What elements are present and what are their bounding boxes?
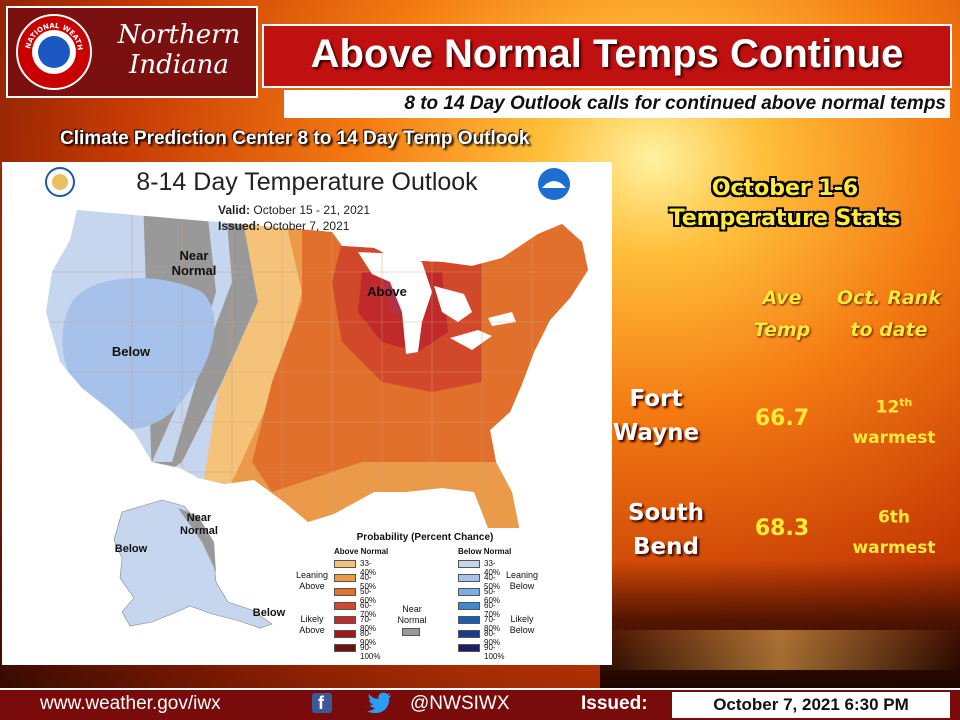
column-header-oct-rank: Oct. Rank to date: [826, 282, 952, 346]
legend-below-swatch: [458, 588, 480, 596]
probability-legend: Probability (Percent Chance) Above Norma…: [296, 528, 538, 662]
legend-above-swatch: [334, 588, 356, 596]
outlook-map-panel: 8-14 Day Temperature Outlook Valid: Octo…: [2, 162, 612, 665]
rank-south-bend: 6th warmest: [826, 498, 960, 563]
legend-above-swatch: [334, 574, 356, 582]
label-above: Above: [367, 284, 407, 299]
legend-above-swatch: [334, 630, 356, 638]
page-subtitle: 8 to 14 Day Outlook calls for continued …: [404, 93, 946, 114]
map-caption: Climate Prediction Center 8 to 14 Day Te…: [60, 128, 530, 149]
legend-near-swatch: [402, 628, 420, 636]
ave-temp-south-bend: 68.3: [754, 516, 810, 541]
twitter-handle[interactable]: @NWSIWX: [410, 693, 510, 714]
title-bar: Above Normal Temps Continue: [262, 24, 952, 88]
office-logo-box: NATIONAL WEATHER SERVICE Northern Indian…: [6, 6, 258, 98]
water-reflection: [600, 630, 960, 670]
legend-leaning-above: Leaning Above: [295, 570, 329, 591]
stats-title-line-1: October 1-6: [711, 176, 859, 201]
legend-above-range: 70-80%: [360, 615, 377, 633]
city-line-2: Wayne: [612, 420, 700, 446]
legend-near-normal: Near Normal: [397, 604, 427, 625]
legend-below-range: 33-40%: [484, 559, 501, 577]
facebook-icon[interactable]: f: [312, 693, 332, 713]
map-issued-date: Issued: October 7, 2021: [218, 219, 349, 233]
legend-below-swatch: [458, 560, 480, 568]
legend-title: Probability (Percent Chance): [356, 532, 494, 543]
website-link[interactable]: www.weather.gov/iwx: [40, 693, 221, 714]
issued-box: October 7, 2021 6:30 PM: [672, 692, 950, 718]
legend-below-range: 80-90%: [484, 629, 501, 647]
nws-seal-icon: NATIONAL WEATHER SERVICE: [16, 14, 92, 90]
legend-above-swatch: [334, 616, 356, 624]
city-line-1: South: [627, 500, 705, 526]
legend-above-range: 60-70%: [360, 601, 377, 619]
legend-above-range: 80-90%: [360, 629, 377, 647]
twitter-icon[interactable]: [366, 692, 392, 714]
rank-word: warmest: [852, 537, 936, 558]
legend-above-swatch: [334, 644, 356, 652]
legend-below-swatch: [458, 616, 480, 624]
legend-above-range: 40-50%: [360, 573, 377, 591]
map-title: 8-14 Day Temperature Outlook: [136, 168, 478, 196]
legend-above-header: Above Normal: [334, 547, 389, 556]
legend-likely-below: Likely Below: [509, 614, 535, 635]
col-ave-line-1: Ave: [762, 287, 802, 309]
region-line-1: Northern: [117, 20, 241, 50]
label-alaska-near-normal: Near Normal: [180, 512, 218, 537]
city-line-2: Bend: [633, 534, 699, 560]
legend-below-swatch: [458, 574, 480, 582]
map-issued-label: Issued:: [218, 219, 261, 233]
footer-issued-value: October 7, 2021 6:30 PM: [713, 695, 909, 714]
legend-above-range: 90-100%: [360, 643, 381, 661]
legend-above-swatch: [334, 602, 356, 610]
footer-issued-label: Issued:: [581, 693, 648, 714]
shoreline-silhouette: [600, 560, 960, 690]
label-alaska-below-west: Below: [114, 543, 148, 555]
ave-temp-fort-wayne: 66.7: [754, 406, 810, 431]
city-south-bend: South Bend: [606, 496, 726, 564]
col-rank-line-1: Oct. Rank: [837, 287, 941, 309]
valid-value: October 15 - 21, 2021: [253, 203, 371, 217]
legend-likely-above: Likely Above: [299, 614, 325, 635]
region-line-2: Indiana: [129, 50, 229, 80]
legend-below-header: Below Normal: [458, 547, 512, 556]
legend-below-range: 50-60%: [484, 587, 501, 605]
legend-below-range: 70-80%: [484, 615, 501, 633]
legend-below-range: 60-70%: [484, 601, 501, 619]
valid-label: Valid:: [218, 203, 251, 217]
map-issued-value: October 7, 2021: [263, 219, 350, 233]
label-alaska-below-south: Below: [252, 607, 286, 619]
legend-below-swatch: [458, 602, 480, 610]
legend-above-swatch: [334, 560, 356, 568]
label-below: Below: [111, 344, 151, 359]
valid-dates: Valid: October 15 - 21, 2021: [218, 203, 370, 217]
legend-leaning-below: Leaning Below: [505, 570, 539, 591]
legend-above-range: 33-40%: [360, 559, 377, 577]
legend-below-swatch: [458, 630, 480, 638]
stats-title-line-2: Temperature Stats: [669, 206, 901, 231]
city-line-1: Fort: [629, 386, 683, 412]
stats-title: October 1-6 Temperature Stats: [630, 174, 940, 234]
city-fort-wayne: Fort Wayne: [606, 382, 706, 450]
legend-above-range: 50-60%: [360, 587, 377, 605]
page-title: Above Normal Temps Continue: [310, 32, 904, 76]
label-near-normal: Near Normal: [171, 248, 217, 278]
subtitle-bar: 8 to 14 Day Outlook calls for continued …: [284, 90, 950, 118]
rank-word: warmest: [852, 427, 936, 448]
rank-number: 6th: [877, 507, 911, 528]
col-ave-line-2: Temp: [753, 319, 811, 341]
legend-below-range: 40-50%: [484, 573, 501, 591]
legend-below-range: 90-100%: [484, 643, 505, 661]
office-name: Northern Indiana: [104, 20, 254, 80]
col-rank-line-2: to date: [850, 319, 928, 341]
rank-number: 12: [875, 397, 900, 418]
column-header-ave-temp: Ave Temp: [740, 282, 824, 346]
rank-fort-wayne: 12th warmest: [826, 388, 960, 453]
legend-below-swatch: [458, 644, 480, 652]
rank-suffix: th: [899, 396, 913, 409]
